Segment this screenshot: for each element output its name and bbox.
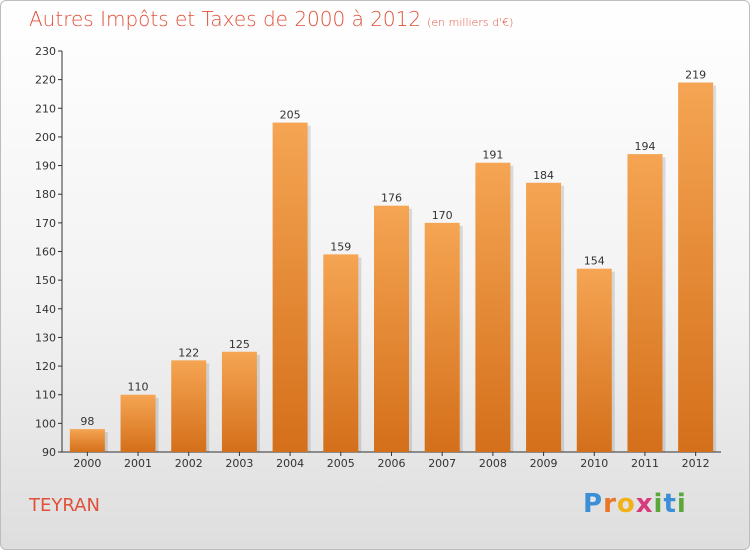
y-tick-label: 220 [35, 74, 56, 87]
y-tick-label: 160 [35, 246, 56, 259]
bar [627, 154, 663, 452]
bar-value-label: 219 [685, 69, 706, 82]
bar-value-label: 205 [280, 109, 301, 122]
x-tick-label: 2010 [580, 457, 608, 470]
logo-letter: i [653, 489, 664, 519]
y-tick-label: 230 [35, 45, 56, 58]
y-tick-label: 140 [35, 303, 56, 316]
bar-value-label: 122 [178, 346, 199, 359]
proxiti-logo: Proxiti [583, 489, 687, 519]
x-tick-label: 2009 [530, 457, 558, 470]
logo-letter: x [635, 489, 654, 519]
x-tick-label: 2008 [479, 457, 507, 470]
y-tick-label: 110 [35, 389, 56, 402]
y-tick-label: 200 [35, 131, 56, 144]
chart-title-text: Autres Impôts et Taxes de 2000 à 2012 [29, 7, 422, 31]
y-tick-label: 90 [42, 446, 56, 459]
bar-value-label: 110 [128, 381, 149, 394]
x-tick-label: 2011 [631, 457, 659, 470]
logo-letter: o [616, 489, 636, 519]
logo-letter: r [603, 489, 617, 519]
x-tick-label: 2003 [225, 457, 253, 470]
y-tick-label: 180 [35, 188, 56, 201]
x-tick-label: 2012 [682, 457, 710, 470]
y-tick-label: 120 [35, 360, 56, 373]
bar-value-label: 170 [432, 209, 453, 222]
bar [171, 360, 207, 452]
bar-value-label: 194 [634, 140, 655, 153]
bar [272, 122, 308, 452]
x-tick-label: 2006 [378, 457, 406, 470]
bar [475, 162, 511, 452]
chart-title: Autres Impôts et Taxes de 2000 à 2012 (en… [29, 7, 513, 31]
bar-value-label: 184 [533, 169, 554, 182]
bar-value-label: 98 [80, 415, 94, 428]
bar [424, 222, 460, 452]
y-tick-label: 190 [35, 160, 56, 173]
bar [576, 268, 612, 452]
x-tick-label: 2002 [175, 457, 203, 470]
bar [526, 182, 562, 452]
bar [678, 82, 714, 452]
y-tick-label: 170 [35, 217, 56, 230]
x-tick-label: 2000 [73, 457, 101, 470]
logo-letter: i [676, 489, 687, 519]
bar-value-label: 191 [482, 149, 503, 162]
y-tick-label: 130 [35, 331, 56, 344]
bar-value-label: 125 [229, 338, 250, 351]
y-tick-label: 210 [35, 102, 56, 115]
bar [374, 205, 409, 452]
bar-value-label: 176 [381, 192, 402, 205]
bar-value-label: 159 [330, 240, 351, 253]
x-tick-label: 2007 [428, 457, 456, 470]
logo-letter: P [583, 489, 604, 519]
place-name: TEYRAN [29, 495, 100, 516]
chart-unit: (en milliers d'€) [427, 16, 514, 29]
bar [323, 254, 359, 452]
x-tick-label: 2004 [276, 457, 304, 470]
bar-value-label: 154 [584, 255, 605, 268]
x-tick-label: 2005 [327, 457, 355, 470]
logo-letter: t [663, 489, 677, 519]
x-tick-label: 2001 [124, 457, 152, 470]
bar [69, 429, 105, 452]
y-tick-label: 150 [35, 274, 56, 287]
bar [221, 351, 257, 452]
y-tick-label: 100 [35, 417, 56, 430]
bar [120, 394, 156, 452]
